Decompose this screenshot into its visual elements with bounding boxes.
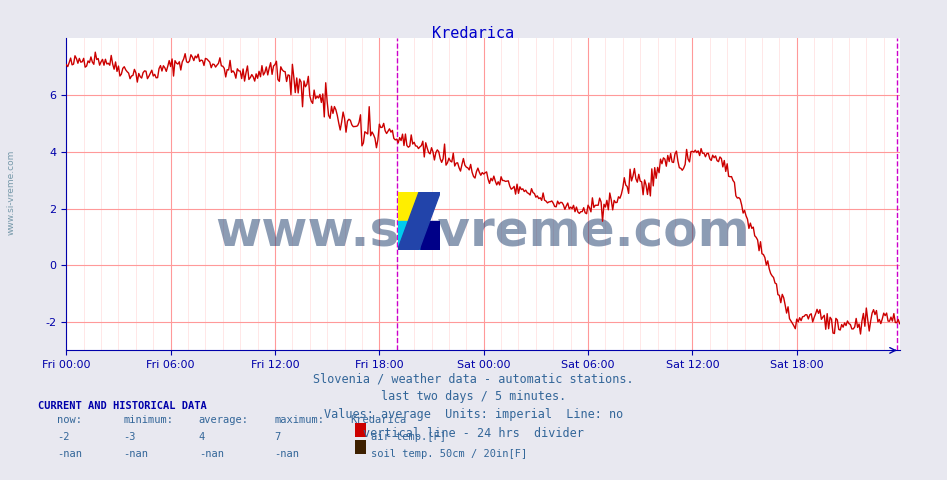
Text: average:: average: [199, 415, 249, 425]
Bar [419, 221, 440, 250]
Text: air temp.[F]: air temp.[F] [371, 432, 446, 442]
Text: Kredarica: Kredarica [433, 26, 514, 41]
Polygon shape [398, 192, 440, 250]
Text: Kredarica: Kredarica [350, 415, 406, 425]
Text: maximum:: maximum: [275, 415, 325, 425]
Text: -nan: -nan [123, 449, 148, 459]
Text: Slovenia / weather data - automatic stations.: Slovenia / weather data - automatic stat… [313, 372, 634, 385]
Text: soil temp. 50cm / 20in[F]: soil temp. 50cm / 20in[F] [371, 449, 527, 459]
Text: -nan: -nan [199, 449, 223, 459]
Text: CURRENT AND HISTORICAL DATA: CURRENT AND HISTORICAL DATA [38, 401, 206, 411]
Text: www.si-vreme.com: www.si-vreme.com [216, 208, 750, 256]
Text: now:: now: [57, 415, 81, 425]
Bar [398, 192, 419, 221]
Text: -nan: -nan [57, 449, 81, 459]
Text: www.si-vreme.com: www.si-vreme.com [7, 149, 16, 235]
Text: 7: 7 [275, 432, 281, 442]
Text: minimum:: minimum: [123, 415, 173, 425]
Text: -nan: -nan [275, 449, 299, 459]
Text: last two days / 5 minutes.: last two days / 5 minutes. [381, 390, 566, 403]
Text: Values: average  Units: imperial  Line: no: Values: average Units: imperial Line: no [324, 408, 623, 421]
Text: 4: 4 [199, 432, 205, 442]
Text: vertical line - 24 hrs  divider: vertical line - 24 hrs divider [363, 427, 584, 440]
Text: -2: -2 [57, 432, 69, 442]
Bar [398, 221, 419, 250]
Text: -3: -3 [123, 432, 135, 442]
